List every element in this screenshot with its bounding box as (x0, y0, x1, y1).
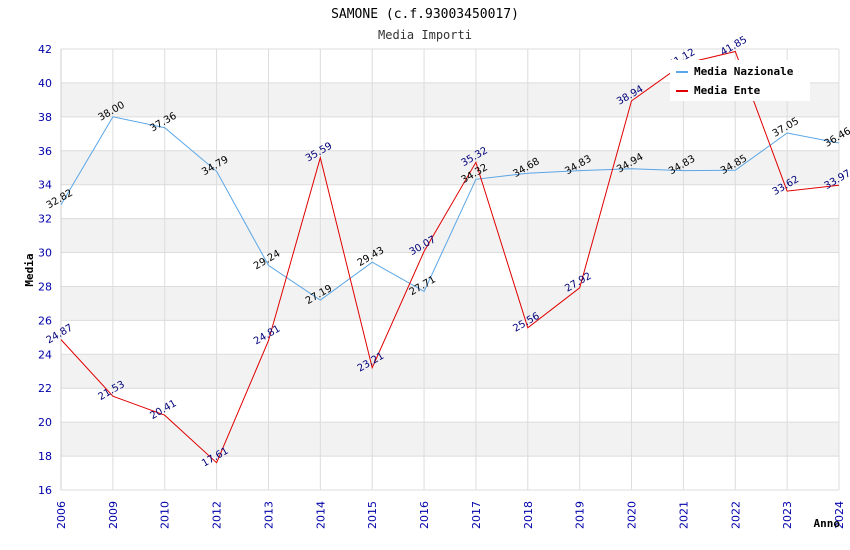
legend-label-nazionale: Media Nazionale (694, 65, 794, 78)
y-tick-label: 40 (38, 77, 52, 90)
data-label-nazionale: 37.05 (771, 116, 801, 140)
y-tick-label: 32 (38, 213, 52, 226)
x-tick-label: 2020 (626, 501, 639, 529)
legend-box (670, 60, 810, 101)
x-tick-label: 2024 (833, 501, 846, 529)
y-tick-label: 20 (38, 416, 52, 429)
x-tick-label: 2015 (366, 501, 379, 529)
y-tick-label: 28 (38, 280, 52, 293)
y-axis-ticks: 16 18 20 22 24 26 28 30 32 34 36 38 40 42 (38, 43, 52, 497)
data-label-nazionale: 36.46 (823, 126, 850, 150)
y-axis-title: Media (23, 253, 36, 286)
y-tick-label: 18 (38, 450, 52, 463)
legend-label-ente: Media Ente (694, 84, 761, 97)
x-axis-title: Anno (814, 517, 841, 530)
grid-band (61, 286, 839, 321)
y-tick-label: 34 (38, 179, 52, 192)
grid-band (61, 150, 839, 185)
chart-subtitle: Media Importi (378, 28, 472, 42)
y-tick-label: 42 (38, 43, 52, 56)
series-line-ente (60, 50, 840, 464)
y-tick-label: 22 (38, 382, 52, 395)
x-tick-label: 2009 (107, 501, 120, 529)
x-tick-label: 2014 (314, 501, 327, 529)
x-tick-label: 2013 (262, 501, 275, 529)
y-tick-label: 24 (38, 348, 52, 361)
x-tick-label: 2017 (470, 501, 483, 529)
y-tick-label: 16 (38, 484, 52, 497)
x-tick-label: 2012 (211, 501, 224, 529)
data-label-ente: 41.85 (719, 34, 749, 58)
x-tick-label: 2010 (159, 501, 172, 529)
x-axis-ticks: 2006 2009 2010 2012 2013 2014 2015 2016 2017 2018… (55, 501, 846, 529)
y-tick-label: 30 (38, 247, 52, 260)
x-tick-label: 2018 (522, 501, 535, 529)
y-tick-label: 26 (38, 314, 52, 327)
legend: Media Nazionale Media Ente (670, 60, 810, 101)
x-tick-label: 2019 (574, 501, 587, 529)
data-label-ente: 20.41 (148, 398, 178, 422)
grid-band (61, 354, 839, 389)
y-tick-label: 36 (38, 145, 52, 158)
x-tick-label: 2016 (418, 501, 431, 529)
series-line-nazionale (60, 116, 840, 301)
x-tick-label: 2023 (781, 501, 794, 529)
y-tick-label: 38 (38, 111, 52, 124)
grid-lines (60, 48, 840, 491)
chart-title: SAMONE (c.f.93003450017) (331, 7, 519, 22)
series-layer (60, 50, 840, 464)
x-tick-label: 2021 (677, 501, 690, 529)
x-tick-label: 2022 (729, 501, 742, 529)
x-tick-label: 2006 (55, 501, 68, 529)
